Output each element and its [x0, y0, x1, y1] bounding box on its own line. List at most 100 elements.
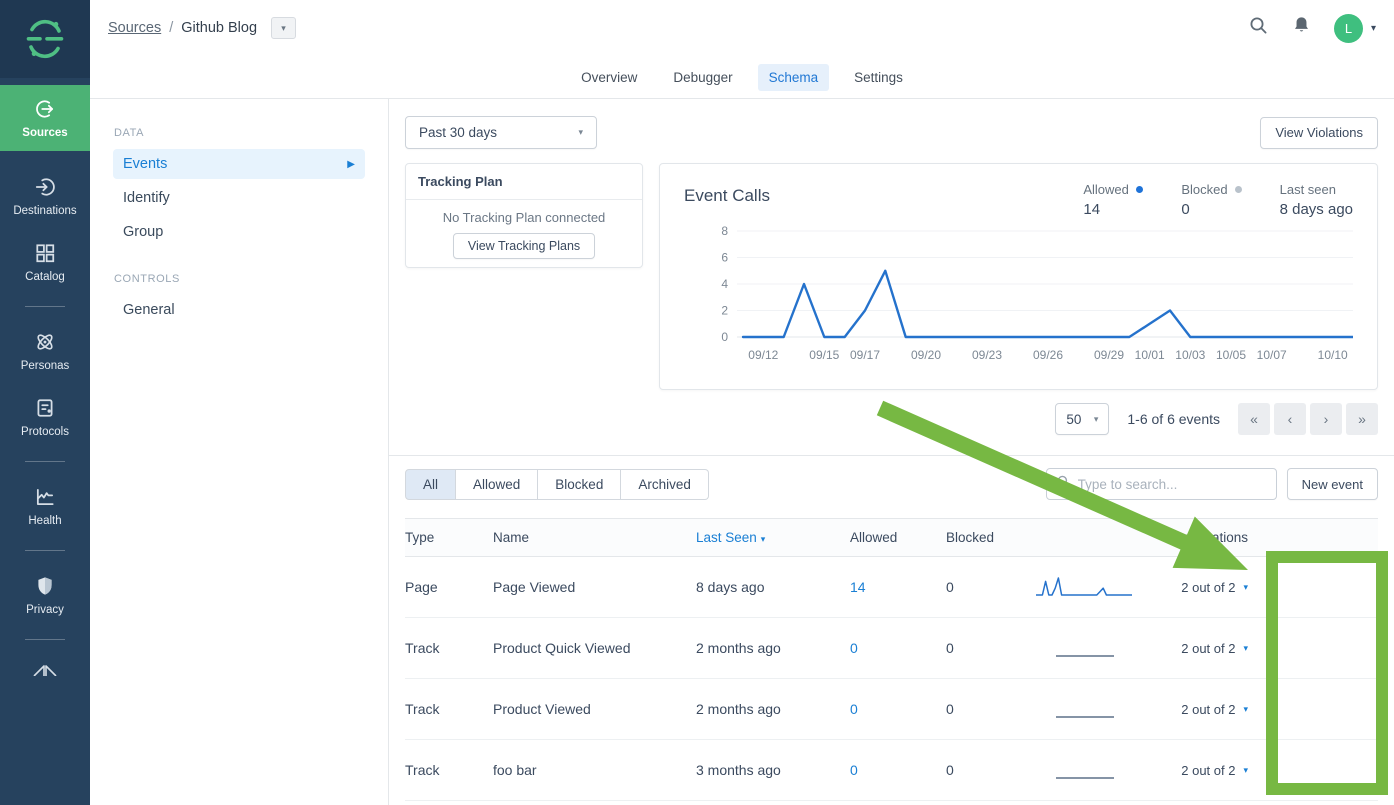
view-violations-button[interactable]: View Violations	[1260, 116, 1378, 149]
next-page-button[interactable]: ›	[1310, 403, 1342, 435]
svg-text:0: 0	[721, 330, 728, 344]
event-search	[1045, 468, 1277, 500]
filter-allowed[interactable]: Allowed	[456, 468, 539, 500]
chart-legend: Allowed 14 Blocked 0 Last seen 8 days ag…	[1083, 182, 1353, 218]
tab-settings[interactable]: Settings	[854, 69, 903, 85]
filter-archived[interactable]: Archived	[621, 468, 709, 500]
table-row[interactable]: Track foo bar 3 months ago 0 0 2 out of …	[405, 740, 1378, 801]
svg-text:4: 4	[721, 277, 728, 291]
cell-type: Track	[405, 701, 440, 717]
cell-name: Product Quick Viewed	[493, 640, 631, 656]
column-last-seen[interactable]: Last Seen ▾	[696, 530, 766, 545]
cell-integrations-dropdown[interactable]: 2 out of 2 ▾	[1181, 762, 1248, 778]
svg-text:09/29: 09/29	[1094, 348, 1124, 362]
tab-debugger[interactable]: Debugger	[673, 69, 733, 85]
svg-text:09/15: 09/15	[809, 348, 839, 362]
filter-all[interactable]: All	[405, 468, 457, 500]
sparkline	[1036, 577, 1132, 596]
sidebar-item-label: Destinations	[13, 205, 77, 217]
catalog-icon	[34, 242, 56, 264]
destinations-icon	[34, 176, 56, 198]
sidebar-divider	[25, 461, 65, 462]
partial-icon	[32, 664, 58, 676]
chevron-down-icon: ▾	[578, 127, 583, 137]
nav-item-identify[interactable]: Identify	[113, 183, 365, 213]
column-allowed[interactable]: Allowed	[850, 530, 898, 545]
svg-text:09/20: 09/20	[911, 348, 941, 362]
cell-blocked: 0	[946, 640, 954, 656]
sidebar-item-partial[interactable]	[0, 651, 90, 676]
sidebar-item-personas[interactable]: Personas	[0, 318, 90, 384]
events-table: Type Name Last Seen ▾ Allowed Blocked Int…	[405, 518, 1378, 801]
content: DATA Events ▶ Identify Group CONTROLS Ge…	[90, 99, 1394, 805]
nav-item-group[interactable]: Group	[113, 217, 365, 247]
cell-allowed-link[interactable]: 0	[850, 762, 858, 778]
sidebar-item-label: Catalog	[25, 271, 65, 283]
cell-last-seen: 3 months ago	[696, 762, 781, 778]
cell-type: Page	[405, 579, 438, 595]
date-range-select[interactable]: Past 30 days ▾	[405, 116, 597, 149]
breadcrumb-current: Github Blog	[181, 20, 258, 36]
view-tracking-plans-button[interactable]: View Tracking Plans	[452, 233, 596, 259]
breadcrumb-sources-link[interactable]: Sources	[108, 20, 162, 36]
personas-icon	[34, 331, 56, 353]
prev-page-button[interactable]: ‹	[1274, 403, 1306, 435]
sparkline	[1056, 777, 1114, 779]
cell-integrations-dropdown[interactable]: 2 out of 2 ▾	[1181, 579, 1248, 595]
sidebar-item-sources[interactable]: Sources	[0, 85, 90, 151]
new-event-button[interactable]: New event	[1286, 468, 1378, 500]
nav-item-label: Events	[123, 156, 168, 172]
avatar[interactable]: L	[1333, 13, 1363, 43]
segment-logo[interactable]	[0, 0, 90, 78]
sidebar-item-destinations[interactable]: Destinations	[0, 163, 90, 229]
tab-schema[interactable]: Schema	[757, 63, 830, 91]
sidebar-item-health[interactable]: Health	[0, 473, 90, 539]
cell-integrations-dropdown[interactable]: 2 out of 2 ▾	[1181, 640, 1248, 656]
cell-allowed-link[interactable]: 0	[850, 640, 858, 656]
nav-item-events[interactable]: Events ▶	[113, 149, 365, 179]
column-integrations[interactable]: Integrations	[1177, 530, 1248, 545]
search-icon[interactable]	[1248, 15, 1269, 41]
health-icon	[34, 486, 56, 508]
column-type[interactable]: Type	[405, 530, 435, 545]
cell-allowed-link[interactable]: 0	[850, 701, 858, 717]
sidebar-divider	[25, 639, 65, 640]
cell-allowed-link[interactable]: 14	[850, 579, 866, 595]
user-menu[interactable]: L ▾	[1333, 13, 1376, 43]
header-actions: L ▾	[1248, 13, 1376, 43]
table-row[interactable]: Page Page Viewed 8 days ago 14 0 2 out o…	[405, 557, 1378, 618]
cell-last-seen: 2 months ago	[696, 640, 781, 656]
cell-integrations-dropdown[interactable]: 2 out of 2 ▾	[1181, 701, 1248, 717]
sidebar-item-label: Protocols	[21, 426, 69, 438]
pagination: 50 ▾ 1-6 of 6 events « ‹ › »	[405, 403, 1378, 435]
filter-blocked[interactable]: Blocked	[538, 468, 622, 500]
first-page-button[interactable]: «	[1238, 403, 1270, 435]
chevron-down-icon: ▾	[1370, 22, 1376, 34]
top-header: Sources / Github Blog ▾	[90, 0, 1394, 56]
stat-allowed: Allowed 14	[1083, 182, 1143, 218]
search-input[interactable]	[1077, 476, 1267, 492]
toolbar: Past 30 days ▾ View Violations	[405, 116, 1378, 149]
privacy-icon	[34, 575, 56, 597]
source-switcher-button[interactable]: ▾	[271, 17, 297, 39]
tab-overview[interactable]: Overview	[581, 69, 638, 85]
search-icon	[1056, 474, 1071, 494]
sidebar-item-protocols[interactable]: Protocols	[0, 384, 90, 450]
tracking-plan-title: Tracking Plan	[406, 164, 642, 200]
chevron-right-icon: ▶	[347, 158, 355, 170]
section-divider	[389, 455, 1394, 456]
sidebar-item-privacy[interactable]: Privacy	[0, 562, 90, 628]
svg-text:10/07: 10/07	[1257, 348, 1287, 362]
svg-text:09/12: 09/12	[748, 348, 778, 362]
allowed-dot	[1135, 186, 1143, 193]
page-size-select[interactable]: 50 ▾	[1055, 403, 1110, 435]
column-blocked[interactable]: Blocked	[946, 530, 995, 545]
table-row[interactable]: Track Product Quick Viewed 2 months ago …	[405, 618, 1378, 679]
last-page-button[interactable]: »	[1346, 403, 1378, 435]
sidebar-item-label: Privacy	[26, 604, 64, 616]
column-name[interactable]: Name	[493, 530, 530, 545]
sidebar-item-catalog[interactable]: Catalog	[0, 229, 90, 295]
bell-icon[interactable]	[1291, 15, 1312, 41]
nav-item-general[interactable]: General	[113, 295, 365, 325]
table-row[interactable]: Track Product Viewed 2 months ago 0 0 2 …	[405, 679, 1378, 740]
